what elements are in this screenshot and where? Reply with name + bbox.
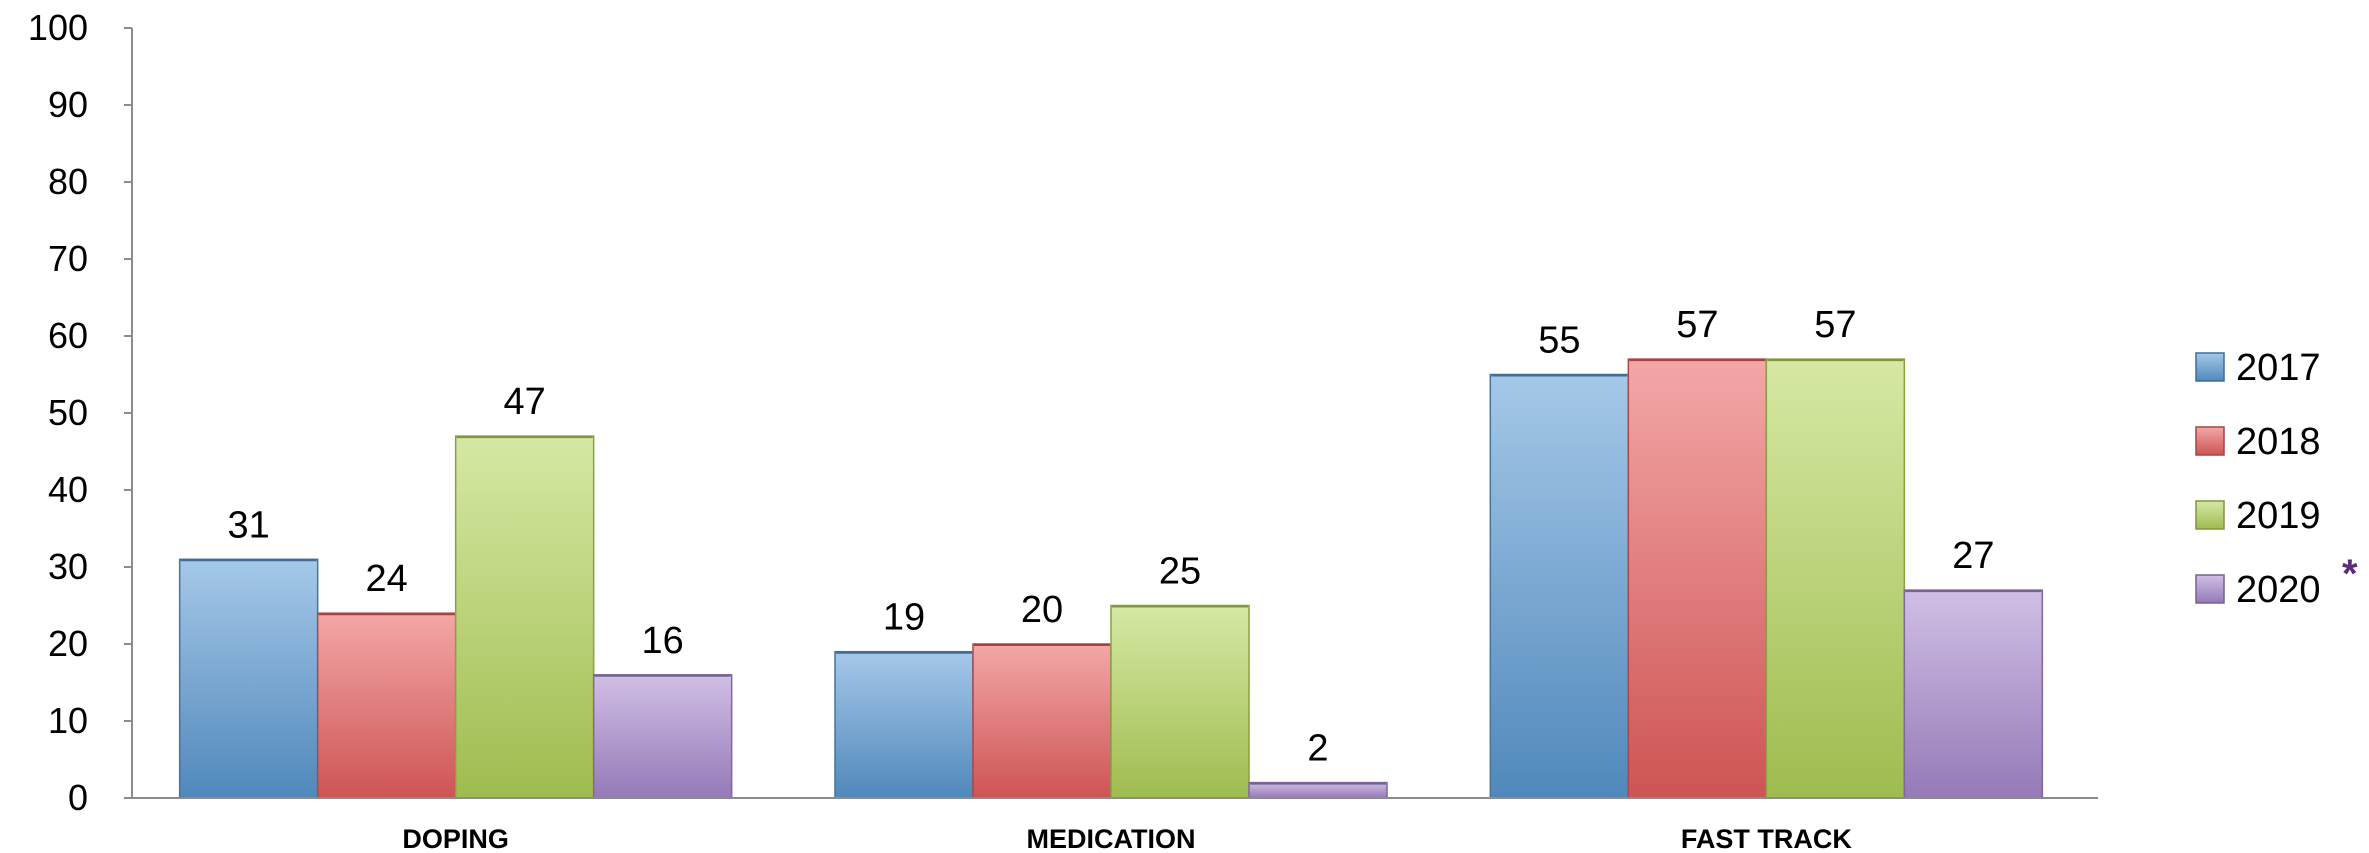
bar-doping-2019 [454, 435, 595, 799]
bar-doping-2017 [178, 558, 319, 799]
legend: 2017 2018 2019 2020 * [2195, 347, 2358, 611]
y-tick-label: 30 [48, 546, 88, 587]
y-tick-label: 100 [28, 7, 88, 48]
bar-medication-2018 [972, 643, 1112, 799]
data-labels-group: 31 24 47 16 19 20 25 2 55 57 57 27 [228, 304, 1995, 769]
data-label: 20 [1021, 589, 1063, 631]
data-label: 16 [642, 620, 684, 662]
y-tick-label: 0 [68, 777, 88, 818]
data-label: 31 [228, 504, 270, 546]
bar-fast-track-2019 [1765, 358, 1906, 799]
data-label: 27 [1952, 535, 1994, 577]
bars-group [178, 358, 2044, 799]
y-tick-label: 90 [48, 84, 88, 125]
legend-swatch-2020 [2195, 574, 2225, 604]
x-category-label: MEDICATION [1027, 824, 1196, 853]
y-tick-label: 60 [48, 315, 88, 356]
legend-swatch-2017 [2195, 352, 2225, 382]
bar-medication-2019 [1110, 604, 1250, 799]
x-category-label: FAST TRACK [1681, 824, 1852, 853]
x-axis: DOPING MEDICATION FAST TRACK [132, 797, 2098, 853]
data-label: 47 [504, 381, 546, 423]
legend-label-2018: 2018 [2236, 421, 2321, 463]
bar-fast-track-2018 [1627, 358, 1768, 799]
data-label: 19 [883, 597, 925, 639]
bar-fast-track-2017 [1489, 373, 1630, 799]
bar-doping-2020 [592, 674, 733, 799]
bar-medication-2020 [1248, 781, 1388, 799]
legend-note-asterisk: * [2342, 552, 2358, 596]
legend-label-2020: 2020 [2236, 569, 2321, 611]
y-axis: 0 10 20 30 40 50 60 70 80 90 100 [28, 7, 133, 818]
data-label: 24 [366, 558, 408, 600]
y-tick-label: 70 [48, 238, 88, 279]
bar-medication-2017 [834, 650, 974, 799]
legend-label-2017: 2017 [2236, 347, 2321, 389]
bar-fast-track-2020 [1903, 589, 2044, 799]
y-tick-label: 80 [48, 161, 88, 202]
data-label: 2 [1307, 728, 1328, 770]
bar-doping-2018 [316, 612, 457, 799]
data-label: 25 [1159, 551, 1201, 593]
legend-swatch-2019 [2195, 500, 2225, 530]
legend-swatch-2018 [2195, 426, 2225, 456]
y-tick-label: 50 [48, 392, 88, 433]
y-tick-label: 40 [48, 469, 88, 510]
x-category-label: DOPING [402, 824, 509, 853]
y-tick-label: 20 [48, 623, 88, 664]
data-label: 57 [1814, 304, 1856, 346]
data-label: 55 [1538, 320, 1580, 362]
data-label: 57 [1676, 304, 1718, 346]
legend-label-2019: 2019 [2236, 495, 2321, 537]
y-tick-label: 10 [48, 700, 88, 741]
